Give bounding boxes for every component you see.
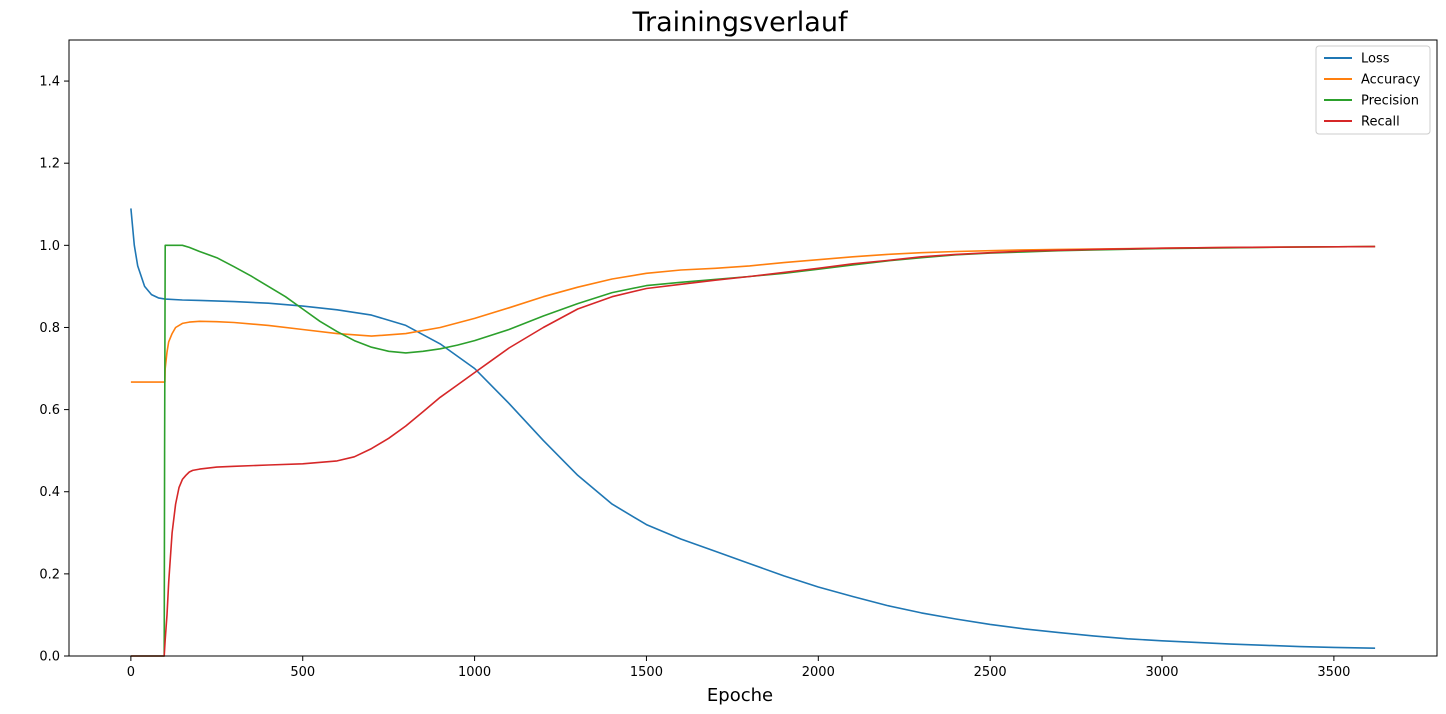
legend-label-precision: Precision	[1361, 94, 1419, 109]
series-line-loss	[130, 208, 1376, 649]
x-tick-label: 2500	[974, 665, 1007, 680]
y-tick-label: 0.0	[39, 650, 60, 665]
x-tick-label: 1000	[458, 665, 491, 680]
plot-area: 0 500 1000 1500 2000 2500 3000 3500 0.00.20.40.…	[39, 39, 1438, 680]
y-tick-label: 1.2	[39, 157, 60, 172]
x-tick-label: 2000	[802, 665, 835, 680]
x-axis-label: Epoche	[707, 685, 773, 706]
y-tick-label: 1.0	[39, 239, 60, 254]
y-axis: 0.0 0.2 0.4 0.6 0.8 1.0 1.2 1.4	[39, 75, 69, 665]
y-tick-label: 0.4	[39, 485, 60, 500]
x-tick-label: 3000	[1145, 665, 1178, 680]
x-axis: 0 500 1000 1500 2000 2500 3000 3500	[127, 656, 1350, 680]
series-line-accuracy	[130, 245, 1376, 383]
x-tick-label: 1500	[630, 665, 663, 680]
plot-frame	[68, 39, 1438, 657]
y-tick-label: 0.8	[39, 321, 60, 336]
series-layer	[130, 208, 1376, 657]
y-tick-label: 1.4	[39, 75, 60, 90]
chart-title: Trainingsverlauf	[632, 7, 849, 38]
x-tick-label: 0	[127, 665, 135, 680]
y-tick-label: 0.6	[39, 403, 60, 418]
x-tick-label: 3500	[1317, 665, 1350, 680]
y-tick-label: 0.2	[39, 567, 60, 582]
legend: Loss Accuracy Precision Recall	[1315, 45, 1431, 135]
legend-box	[1315, 45, 1431, 135]
legend-label-recall: Recall	[1361, 115, 1400, 130]
x-tick-label: 500	[290, 665, 315, 680]
legend-label-loss: Loss	[1361, 52, 1390, 67]
series-line-recall	[130, 245, 1376, 657]
legend-label-accuracy: Accuracy	[1361, 73, 1421, 88]
